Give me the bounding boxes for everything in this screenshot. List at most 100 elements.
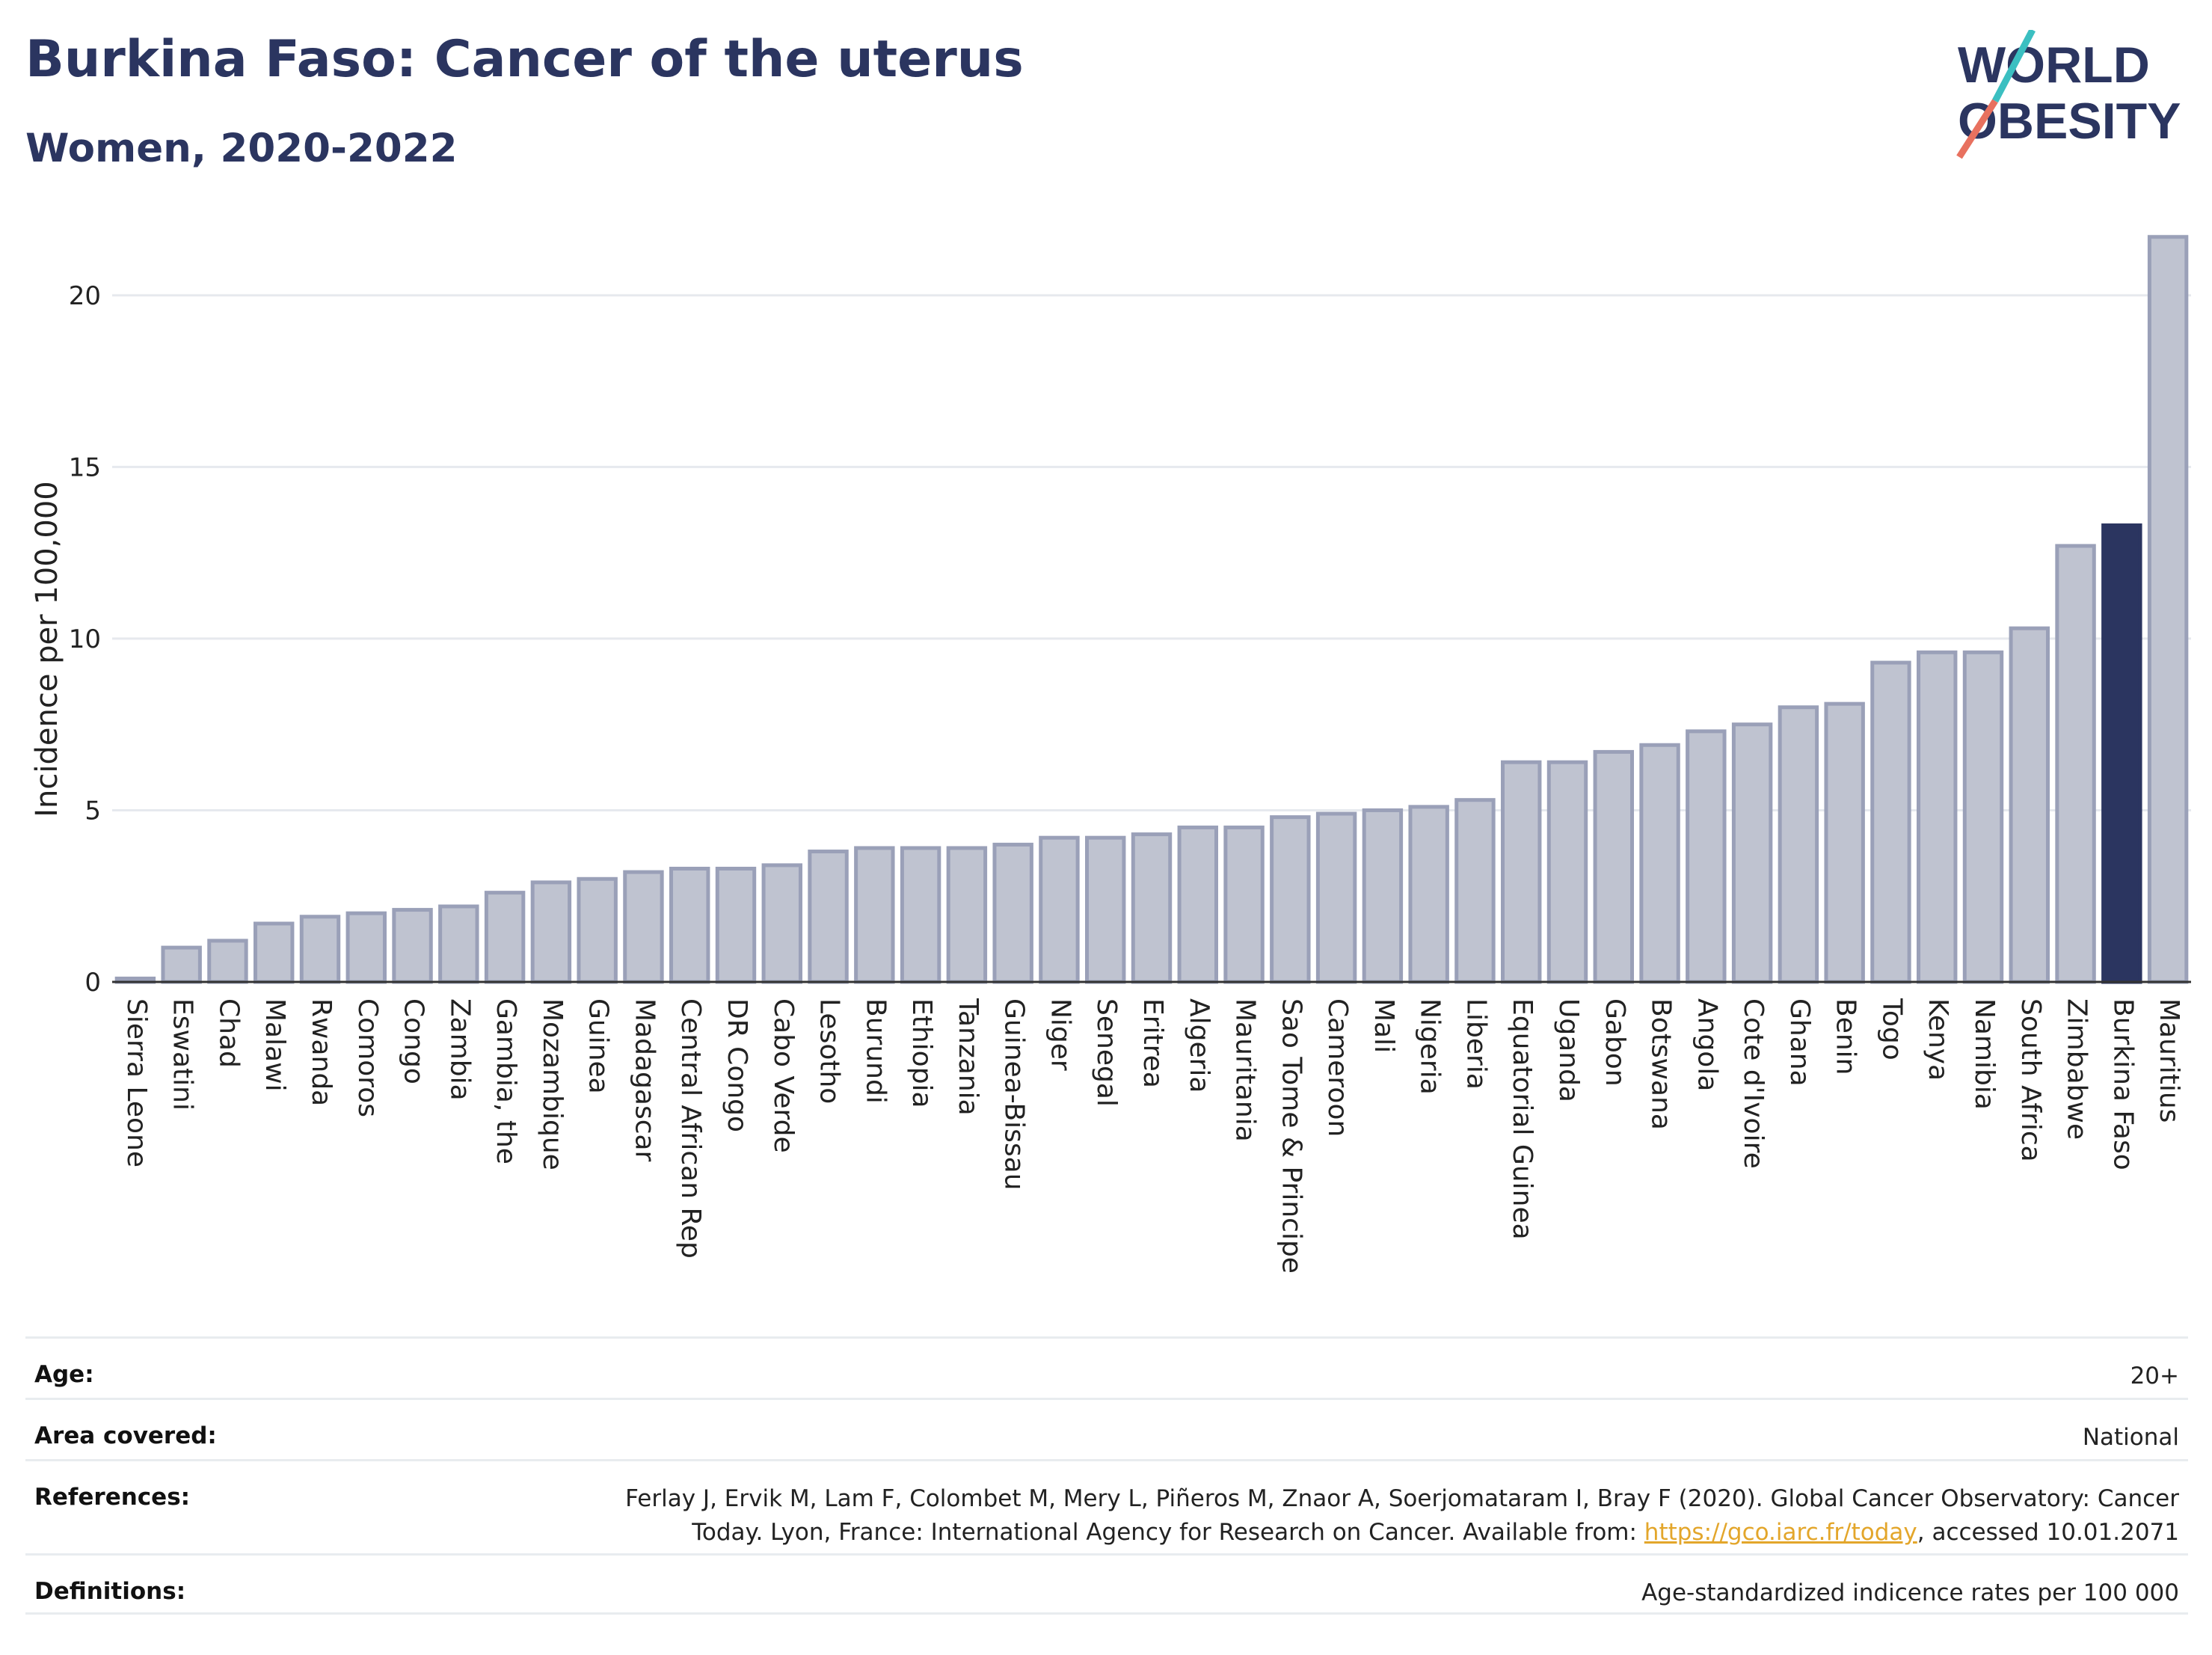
references-accessed: , accessed 10.01.2071 [1917, 1519, 2179, 1546]
bar [2055, 544, 2096, 984]
x-tick-label: Cote d'Ivoire [1738, 998, 1769, 1169]
bar [623, 870, 664, 984]
bar [1917, 650, 1958, 984]
references-value: Ferlay J, Ervik M, Lam F, Colombet M, Me… [609, 1461, 2179, 1550]
bar [1315, 811, 1357, 984]
gco-link[interactable]: https://gco.iarc.fr/today [1644, 1519, 1917, 1546]
x-tick-label: Chad [213, 998, 244, 1068]
x-tick-label: Ghana [1784, 998, 1815, 1087]
bar [299, 915, 341, 984]
bar [1546, 760, 1588, 984]
x-tick-label: Comoros [352, 998, 383, 1117]
bar [484, 891, 526, 984]
x-tick-label: Madagascar [629, 998, 660, 1162]
bar [392, 908, 433, 984]
x-tick-label: Kenya [1923, 998, 1953, 1081]
x-tick-label: Guinea [583, 998, 614, 1094]
bar [1824, 701, 1865, 984]
bar [761, 863, 802, 984]
x-tick-label: Liberia [1460, 998, 1491, 1090]
x-tick-label: Algeria [1184, 998, 1214, 1093]
x-tick-label: Central African Rep [675, 998, 706, 1259]
bar [1639, 743, 1680, 984]
chart-title: Burkina Faso: Cancer of the uterus [25, 30, 1024, 89]
bar [1223, 825, 1265, 984]
bar [1731, 722, 1773, 984]
bar [946, 846, 988, 984]
age-label: Age: [34, 1361, 94, 1388]
bar [161, 945, 202, 984]
x-tick-label: Togo [1876, 998, 1907, 1060]
age-value: 20+ [2130, 1363, 2179, 1390]
x-tick-label: Ethiopia [906, 998, 937, 1108]
x-tick-label: Equatorial Guinea [1507, 998, 1537, 1240]
bar [1270, 815, 1311, 984]
bar [1962, 650, 2004, 984]
meta-row-definitions: Definitions: Age-standardized indicence … [25, 1553, 2188, 1615]
y-tick-label: 20 [69, 281, 101, 311]
x-tick-label: Rwanda [306, 998, 337, 1106]
references-label: References: [34, 1484, 191, 1511]
x-tick-label: Sierra Leone [121, 998, 152, 1167]
definitions-label: Definitions: [34, 1578, 186, 1605]
x-tick-label: Sao Tome & Principe [1276, 998, 1306, 1274]
x-tick-label: Botswana [1646, 998, 1677, 1130]
y-tick-label: 5 [85, 796, 101, 826]
x-tick-label: DR Congo [722, 998, 752, 1132]
logo-text-world: WORLD [1958, 37, 2150, 93]
x-tick-label: Congo [399, 998, 429, 1084]
bar [854, 846, 895, 984]
x-tick-label: Mauritania [1230, 998, 1261, 1142]
y-tick-label: 0 [85, 968, 101, 998]
bar [254, 921, 295, 984]
x-tick-label: Namibia [1969, 998, 2000, 1110]
bar [808, 850, 849, 984]
x-tick-label: Zimbabwe [2062, 998, 2092, 1140]
bar [2101, 523, 2142, 984]
bar [669, 867, 710, 984]
x-tick-label: Eswatini [168, 998, 198, 1111]
x-tick-label: Cameroon [1322, 998, 1353, 1137]
x-tick-label: South Africa [2015, 998, 2046, 1162]
chart-subtitle: Women, 2020-2022 [25, 126, 458, 171]
meta-row-age: Age: 20+ [25, 1336, 2188, 1398]
bar [2009, 626, 2050, 984]
x-tick-label: Malawi [259, 998, 290, 1092]
x-tick-label: Benin [1831, 998, 1861, 1075]
logo-slash-teal [1992, 30, 2036, 103]
x-tick-label: Angola [1692, 998, 1722, 1091]
bar [1501, 760, 1542, 984]
bar [715, 867, 757, 984]
bar [2147, 235, 2189, 984]
bar [1085, 835, 1126, 984]
bar [992, 842, 1033, 984]
x-tick-label: Gambia, the [491, 998, 521, 1164]
bar [900, 846, 941, 984]
definitions-value: Age-standardized indicence rates per 100… [1641, 1579, 2179, 1606]
bar [1039, 835, 1080, 984]
area-value: National [2082, 1424, 2179, 1451]
metadata-table: Age: 20+ Area covered: National Referenc… [25, 1336, 2188, 1615]
x-tick-label: Burkina Faso [2107, 998, 2138, 1170]
y-axis-label: Incidence per 100,000 [30, 481, 64, 817]
bar [438, 904, 479, 984]
x-tick-label: Burundi [860, 998, 891, 1104]
y-tick-label: 10 [69, 624, 101, 654]
x-tick-label: Lesotho [814, 998, 845, 1104]
y-tick-label: 15 [69, 452, 101, 482]
bar [577, 876, 618, 984]
bar [207, 939, 248, 984]
x-tick-label: Cabo Verde [768, 998, 799, 1153]
x-tick-label: Mali [1368, 998, 1399, 1053]
x-tick-label: Mozambique [537, 998, 568, 1170]
bar [1593, 749, 1634, 984]
bar [1778, 705, 1819, 984]
bar [1454, 798, 1496, 984]
x-tick-label: Gabon [1600, 998, 1630, 1087]
x-tick-label: Eritrea [1137, 998, 1168, 1088]
bar [345, 911, 387, 984]
logo-slash-coral [1956, 99, 1998, 159]
x-tick-label: Niger [1045, 998, 1075, 1071]
x-tick-label: Uganda [1553, 998, 1584, 1102]
x-tick-label: Guinea-Bissau [999, 998, 1030, 1191]
